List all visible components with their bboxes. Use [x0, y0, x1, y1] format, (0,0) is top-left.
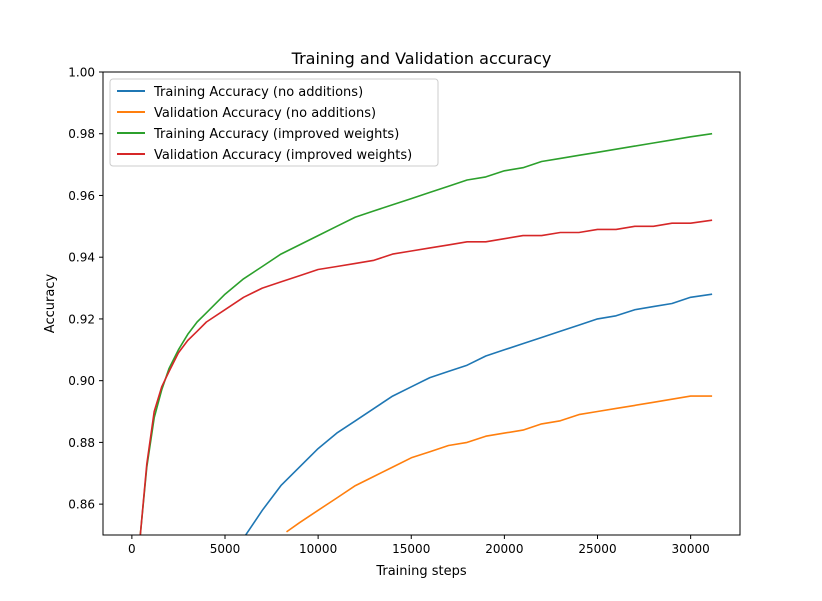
x-tick-label: 5000	[210, 542, 241, 556]
legend: Training Accuracy (no additions) Validat…	[109, 78, 439, 167]
x-axis: 0 5000 10000 15000 20000 25000 30000	[128, 535, 710, 556]
y-tick-label: 0.86	[68, 498, 95, 512]
y-axis: 0.86 0.88 0.90 0.92 0.94 0.96 0.98 1.00	[68, 66, 103, 512]
x-axis-label: Training steps	[375, 564, 467, 579]
chart-title: Training and Validation accuracy	[291, 49, 552, 68]
legend-label-validation-no-additions: Validation Accuracy (no additions)	[154, 106, 376, 121]
y-tick-label: 0.94	[68, 251, 95, 265]
y-tick-label: 1.00	[68, 66, 95, 80]
x-tick-label: 20000	[485, 542, 523, 556]
y-axis-label: Accuracy	[43, 274, 58, 334]
legend-label-training-improved-weights: Training Accuracy (improved weights)	[153, 127, 399, 142]
plot-frame	[102, 71, 741, 536]
x-tick-label: 15000	[392, 542, 430, 556]
y-tick-label: 0.98	[68, 127, 95, 141]
x-tick-label: 0	[128, 542, 136, 556]
y-tick-label: 0.96	[68, 189, 95, 203]
legend-label-validation-improved-weights: Validation Accuracy (improved weights)	[154, 148, 412, 163]
legend-label-training-no-additions: Training Accuracy (no additions)	[153, 85, 363, 100]
x-tick-label: 30000	[672, 542, 710, 556]
series-line-0	[244, 293, 713, 535]
y-tick-label: 0.88	[68, 436, 95, 450]
series-line-3	[139, 219, 713, 535]
series-line-2	[139, 132, 713, 535]
legend-box	[109, 78, 439, 167]
y-tick-label: 0.92	[68, 312, 95, 326]
y-tick-label: 0.90	[68, 374, 95, 388]
x-tick-label: 25000	[578, 542, 616, 556]
x-tick-label: 10000	[299, 542, 337, 556]
series-layer	[139, 132, 713, 535]
series-line-1	[286, 395, 713, 533]
